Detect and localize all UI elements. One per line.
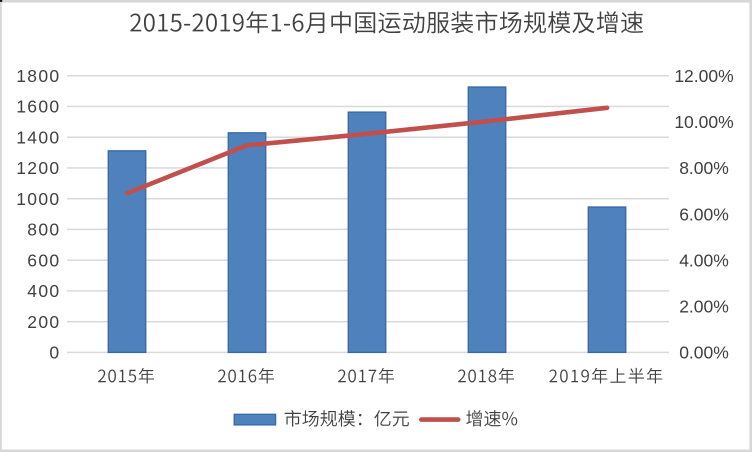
svg-text:2.00%: 2.00% (679, 296, 729, 316)
svg-text:1800: 1800 (16, 66, 60, 86)
svg-text:4.00%: 4.00% (679, 250, 729, 270)
svg-text:1200: 1200 (16, 158, 60, 178)
svg-text:6.00%: 6.00% (679, 204, 729, 224)
svg-text:1400: 1400 (16, 127, 60, 147)
svg-text:0.00%: 0.00% (679, 343, 729, 363)
svg-text:1000: 1000 (16, 189, 60, 209)
svg-text:12.00%: 12.00% (674, 66, 733, 86)
svg-text:10.00%: 10.00% (674, 112, 733, 132)
svg-text:1600: 1600 (16, 97, 60, 117)
svg-text:200: 200 (27, 312, 60, 332)
svg-text:400: 400 (27, 281, 60, 301)
svg-text:600: 600 (27, 250, 60, 270)
svg-text:0: 0 (49, 343, 60, 363)
svg-text:800: 800 (27, 220, 60, 240)
svg-text:8.00%: 8.00% (679, 158, 729, 178)
